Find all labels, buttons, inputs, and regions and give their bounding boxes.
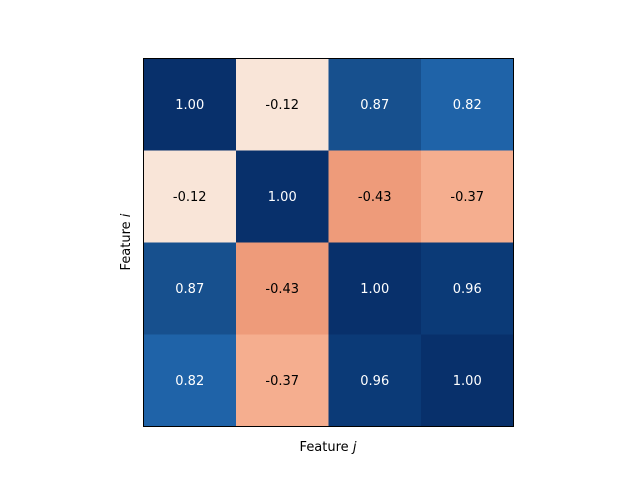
heatmap-cell-r0-c0: [143, 58, 237, 151]
heatmap-value-label-r1-c2: -0.43: [358, 190, 392, 205]
heatmap-cell-r0-c2: [328, 58, 422, 151]
heatmap-cell-r2-c3: [421, 242, 514, 335]
heatmap-value-label-r2-c2: 1.00: [360, 282, 389, 297]
heatmap-cell-r0-c1: [236, 58, 329, 151]
heatmap-value-label-r0-c1: -0.12: [265, 98, 299, 113]
plot-frame: [143, 58, 514, 427]
heatmap-value-label-r3-c3: 1.00: [453, 374, 482, 389]
heatmap-cell-r3-c1: [236, 334, 329, 427]
heatmap-cell-r1-c3: [421, 150, 514, 243]
heatmap-cell-r1-c0: [143, 150, 237, 243]
x-axis-label-prefix: Feature: [300, 440, 353, 455]
heatmap-value-label-r2-c0: 0.87: [175, 282, 204, 297]
heatmap-value-label-r1-c1: 1.00: [268, 190, 297, 205]
heatmap-cell-r2-c1: [236, 242, 329, 335]
heatmap-value-label-r2-c3: 0.96: [453, 282, 482, 297]
heatmap-value-label-r3-c1: -0.37: [265, 374, 299, 389]
heatmap-cell-r2-c2: [328, 242, 422, 335]
x-axis-label: Feature j: [300, 440, 357, 455]
heatmap-cell-r2-c0: [143, 242, 237, 335]
heatmap-value-label-r3-c2: 0.96: [360, 374, 389, 389]
heatmap-value-label-r0-c2: 0.87: [360, 98, 389, 113]
heatmap-cells: [143, 58, 514, 427]
y-axis-label-prefix: Feature: [119, 217, 134, 270]
heatmap-cell-r3-c2: [328, 334, 422, 427]
heatmap-value-label-r0-c0: 1.00: [175, 98, 204, 113]
heatmap-value-label-r0-c3: 0.82: [453, 98, 482, 113]
x-axis-label-variable: j: [351, 440, 357, 455]
heatmap-cell-r1-c2: [328, 150, 422, 243]
y-axis-label-variable: i: [119, 213, 134, 217]
heatmap-value-label-r1-c3: -0.37: [450, 190, 484, 205]
heatmap-value-label-r1-c0: -0.12: [173, 190, 207, 205]
heatmap-cell-r1-c1: [236, 150, 329, 243]
heatmap-cell-r3-c0: [143, 334, 237, 427]
y-axis-label: Feature i: [119, 213, 134, 270]
heatmap-value-labels: 1.00 -0.12 0.87 0.82 -0.12 1.00 -0.43 -0.37 0.87…: [173, 98, 484, 389]
heatmap-cell-r3-c3: [421, 334, 514, 427]
heatmap-value-label-r2-c1: -0.43: [265, 282, 299, 297]
heatmap-value-label-r3-c0: 0.82: [175, 374, 204, 389]
heatmap-cell-r0-c3: [421, 58, 514, 151]
